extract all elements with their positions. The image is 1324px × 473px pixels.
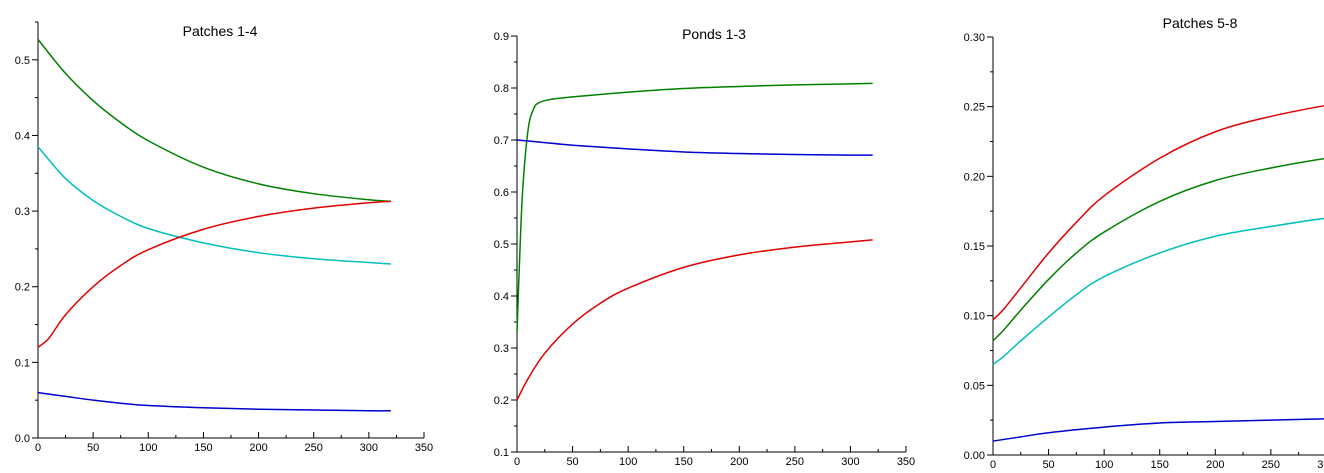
chart-ponds-1-3: Ponds 1-3 0 50 100 150 200 250 300 350 0.1 0.2 0.3… bbox=[494, 26, 915, 468]
x-tick-label: 0 bbox=[990, 459, 996, 471]
x-tick-label: 150 bbox=[1151, 459, 1169, 471]
x-tick-label: 300 bbox=[841, 456, 859, 468]
x-tick-label: 200 bbox=[249, 442, 267, 454]
x-tick-label: 100 bbox=[619, 456, 637, 468]
y-tick-label: 0.5 bbox=[494, 239, 509, 251]
x-tick-label: 200 bbox=[730, 456, 748, 468]
y-tick-label: 0.30 bbox=[964, 32, 985, 44]
y-tick-label: 0.10 bbox=[964, 311, 985, 323]
y-tick-label: 0.8 bbox=[494, 83, 509, 95]
x-tick-label: 350 bbox=[897, 456, 915, 468]
chart-patches-1-4: Patches 1-4 0 50 100 150 200 250 300 350 0.0 0.1 0… bbox=[15, 21, 433, 454]
series-line bbox=[516, 239, 873, 401]
series-line bbox=[37, 200, 391, 348]
x-tick-label: 250 bbox=[1262, 459, 1280, 471]
x-tick-label: 50 bbox=[566, 456, 578, 468]
x-tick-label: 100 bbox=[1095, 459, 1113, 471]
y-tick-label: 0.9 bbox=[494, 31, 509, 43]
y-tick-label: 0.15 bbox=[964, 241, 985, 253]
series-line bbox=[992, 157, 1324, 342]
x-tick-label: 150 bbox=[194, 442, 212, 454]
y-tick-label: 0.1 bbox=[494, 447, 509, 459]
y-tick-label: 0.0 bbox=[15, 433, 30, 445]
series-line bbox=[516, 139, 873, 156]
chart-title: Patches 1-4 bbox=[183, 23, 258, 39]
y-tick-label: 0.6 bbox=[494, 187, 509, 199]
y-tick-label: 0.00 bbox=[964, 450, 985, 462]
y-tick-label: 0.2 bbox=[15, 282, 30, 294]
y-tick-label: 0.25 bbox=[964, 102, 985, 114]
series-line bbox=[37, 146, 391, 265]
x-tick-label: 0 bbox=[35, 442, 41, 454]
y-tick-label: 0.2 bbox=[494, 395, 509, 407]
x-tick-label: 0 bbox=[514, 456, 520, 468]
x-tick-label: 150 bbox=[675, 456, 693, 468]
chart-patches-5-8: Patches 5-8 0 50 100 150 200 250 300 0.00 0.05 0.… bbox=[964, 15, 1324, 471]
series-line bbox=[992, 217, 1324, 366]
y-tick-label: 0.4 bbox=[15, 130, 30, 142]
series-line bbox=[992, 104, 1324, 321]
chart-title: Ponds 1-3 bbox=[682, 26, 746, 42]
y-tick-label: 0.3 bbox=[15, 206, 30, 218]
y-tick-label: 0.1 bbox=[15, 357, 30, 369]
y-tick-label: 0.20 bbox=[964, 171, 985, 183]
x-tick-label: 50 bbox=[1042, 459, 1054, 471]
y-tick-label: 0.7 bbox=[494, 135, 509, 147]
chart-title: Patches 5-8 bbox=[1163, 15, 1238, 31]
x-tick-label: 250 bbox=[786, 456, 804, 468]
series-line bbox=[992, 418, 1324, 442]
series-line bbox=[37, 391, 391, 412]
x-tick-label: 200 bbox=[1206, 459, 1224, 471]
y-tick-label: 0.3 bbox=[494, 343, 509, 355]
x-tick-label: 350 bbox=[415, 442, 433, 454]
x-tick-label: 250 bbox=[305, 442, 323, 454]
series-line bbox=[37, 38, 391, 203]
y-tick-label: 0.05 bbox=[964, 380, 985, 392]
x-tick-label: 300 bbox=[1317, 459, 1324, 471]
y-tick-label: 0.5 bbox=[15, 55, 30, 67]
series-line bbox=[516, 82, 873, 333]
x-tick-label: 100 bbox=[139, 442, 157, 454]
x-tick-label: 300 bbox=[360, 442, 378, 454]
y-tick-label: 0.4 bbox=[494, 291, 509, 303]
x-tick-label: 50 bbox=[87, 442, 99, 454]
